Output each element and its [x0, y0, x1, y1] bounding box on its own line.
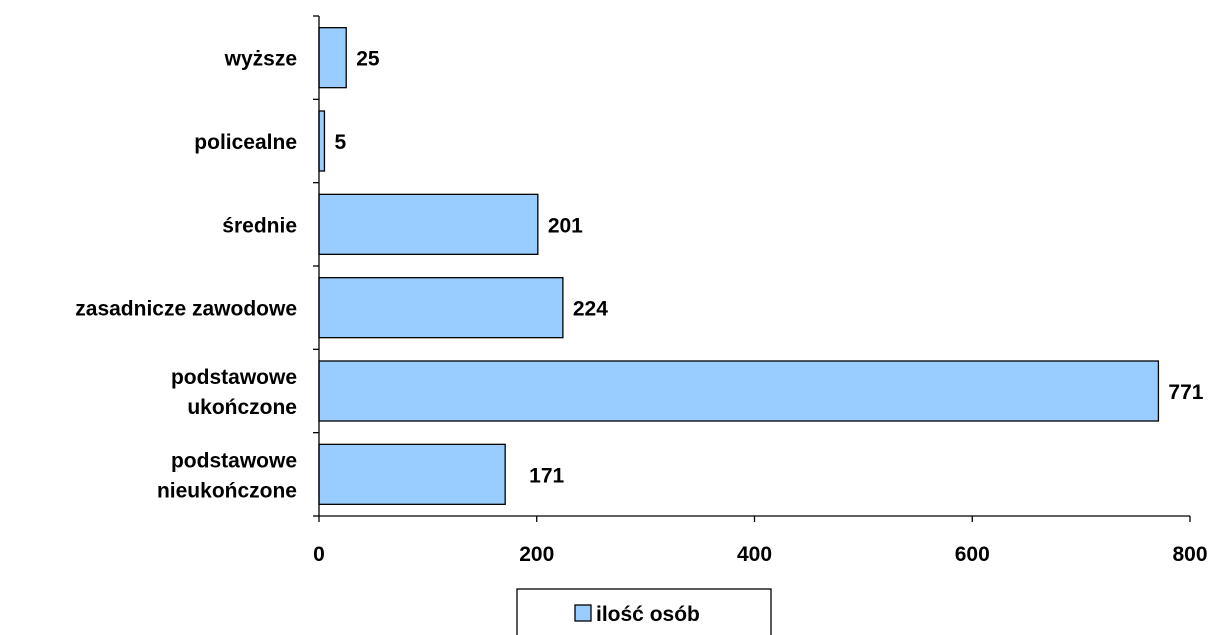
bar [318, 193, 539, 255]
bars-group [318, 27, 1160, 505]
data-label: 25 [356, 48, 380, 71]
x-tick-label: 400 [737, 543, 772, 566]
data-label: 171 [529, 464, 564, 487]
bar [318, 360, 1160, 422]
legend: ilość osób [516, 588, 772, 635]
data-label: 771 [1168, 381, 1203, 404]
value-labels-group: 25 5 201 224 771 171 [334, 48, 1203, 488]
category-label: wyższe [224, 48, 297, 71]
category-label: średnie [222, 214, 297, 237]
data-label: 224 [573, 298, 608, 321]
data-label: 5 [334, 131, 346, 154]
category-labels-group: wyższe policealne średnie zasadnicze zawodo… [75, 48, 297, 503]
bar [318, 27, 347, 89]
category-label: policealne [194, 131, 297, 154]
category-label: zasadnicze zawodowe [75, 298, 297, 321]
x-tick-label: 0 [313, 543, 325, 566]
category-label: podstawowe ukończone [171, 366, 297, 419]
bar [318, 110, 326, 172]
bar [318, 443, 506, 505]
x-tick-label: 600 [955, 543, 990, 566]
bar [318, 277, 564, 339]
legend-label: ilość osób [596, 603, 700, 626]
x-tick-label: 200 [519, 543, 554, 566]
x-tick-label: 800 [1172, 543, 1207, 566]
category-label: podstawowe nieukończone [157, 449, 297, 502]
legend-swatch [574, 604, 592, 622]
data-label: 201 [548, 214, 583, 237]
legend-box [516, 588, 772, 635]
x-ticks-group: 0 200 400 600 800 [313, 15, 1208, 566]
axes-group [318, 16, 1190, 517]
